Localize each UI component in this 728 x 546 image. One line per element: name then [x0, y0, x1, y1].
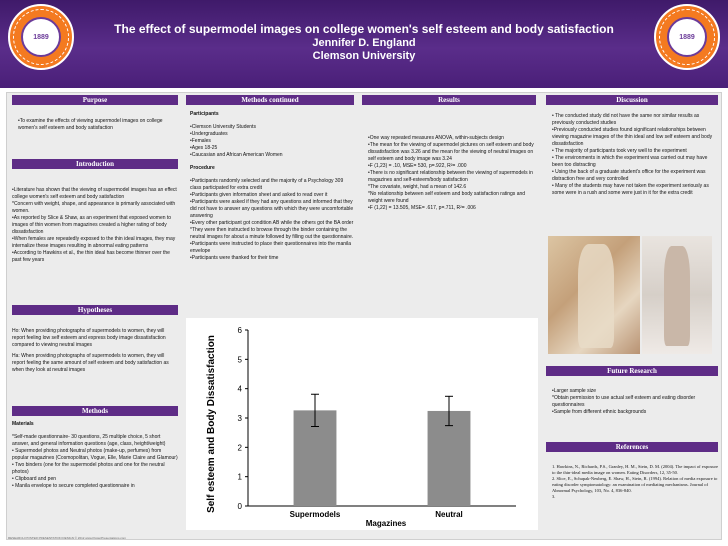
- future-line: •Larger sample size: [552, 388, 596, 394]
- y-tick-label: 1: [238, 473, 243, 482]
- discussion-line: • Many of the students may have not take…: [552, 183, 709, 196]
- materials-label: Materials: [12, 421, 34, 427]
- procedure-line: •Participants were instructed to place t…: [190, 241, 352, 254]
- results-line: •F (1,22) = 13.505, MSE= .617, p=.711, R…: [368, 205, 476, 211]
- reference-line: 2. Slice, E., Schupak-Neuberg, E. Shaw, …: [552, 476, 718, 493]
- methods-line: • Clipboard and pen: [12, 476, 57, 482]
- procedure-line: •Participants randomly selected and the …: [190, 178, 344, 191]
- future-research-text: •Larger sample size *Obtain permission t…: [552, 388, 718, 416]
- methods-line: • Two binders (one for the supermodel ph…: [12, 462, 165, 475]
- discussion-line: • The majority of participants took very…: [552, 148, 687, 154]
- future-line: •Sample from different ethnic background…: [552, 409, 647, 415]
- chart-y-label: Self esteem and Body Dissatisfaction: [206, 335, 217, 513]
- participant-line: •Clemson University Students: [190, 124, 256, 130]
- results-line: *No relationship between self esteem and…: [368, 191, 526, 204]
- results-line: •One way repeated measures ANOVA, within…: [368, 135, 504, 141]
- purpose-text: •To examine the effects of viewing super…: [18, 118, 163, 131]
- methods-heading: Methods: [12, 406, 178, 416]
- footer-credit: RESEARCH POSTER PRESENTATION DESIGN © 20…: [8, 536, 126, 540]
- institution-name: Clemson University: [312, 50, 416, 62]
- reference-line: 3.: [552, 494, 556, 499]
- future-research-heading: Future Research: [546, 366, 718, 376]
- title-banner: 1889 The effect of supermodel images on …: [0, 0, 728, 88]
- methods-continued-heading: Methods continued: [186, 95, 354, 105]
- purpose-heading: Purpose: [12, 95, 178, 105]
- intro-line: •As reported by Slice & Shaw, as an expe…: [12, 215, 172, 235]
- intro-line: •When females are repeatedly exposed to …: [12, 236, 176, 249]
- discussion-line: •Previously conducted studies found sign…: [552, 127, 713, 147]
- results-line: •F (1,23) = .10, MSE= 530, p=.922, R²= .…: [368, 163, 467, 169]
- results-chart-panel: 0 1 2 3 4 5 6 Supermodels Neutral Self esteem an…: [186, 318, 538, 530]
- results-text: •One way repeated measures ANOVA, within…: [368, 135, 536, 212]
- results-line: •There is no significant relationship be…: [368, 170, 533, 183]
- clemson-logo-right: 1889: [654, 4, 720, 70]
- y-tick-label: 4: [238, 385, 243, 394]
- y-tick-label: 2: [238, 443, 243, 452]
- poster-title: The effect of supermodel images on colle…: [114, 22, 614, 36]
- y-tick-label: 3: [238, 414, 243, 423]
- y-tick-label: 0: [238, 502, 243, 511]
- procedure-line: •Participants were asked if they had any…: [190, 199, 354, 219]
- discussion-line: • The conducted study did not have the s…: [552, 113, 700, 126]
- procedure-label: Procedure: [190, 165, 215, 171]
- intro-line: •Literature has shown that the viewing o…: [12, 187, 177, 200]
- hypotheses-text: Ho: When providing photographs of superm…: [12, 328, 178, 374]
- participant-line: •Females: [190, 138, 211, 144]
- participant-line: •Undergraduates: [190, 131, 228, 137]
- discussion-text: • The conducted study did not have the s…: [552, 113, 718, 197]
- results-line: *The covariate, weight, had a mean of 14…: [368, 184, 467, 190]
- x-tick-label: Neutral: [435, 510, 463, 519]
- discussion-line: • The environments in which the experime…: [552, 155, 708, 168]
- procedure-line: •Every other participant got condition A…: [190, 220, 354, 226]
- procedure-line: •Participants given information sheet an…: [190, 192, 328, 198]
- references-text: 1. Hawkins, N., Richards, P.S., Granley,…: [552, 464, 718, 500]
- references-heading: References: [546, 442, 718, 452]
- procedure-line: *They were then instructed to browse thr…: [190, 227, 354, 240]
- clemson-logo-left: 1889: [8, 4, 74, 70]
- bar: [427, 410, 471, 506]
- reference-line: 1. Hawkins, N., Richards, P.S., Granley,…: [552, 464, 718, 475]
- results-heading: Results: [362, 95, 536, 105]
- chart-x-label: Magazines: [366, 519, 407, 528]
- hypothesis-alt: Ha: When providing photographs of superm…: [12, 353, 169, 373]
- discussion-heading: Discussion: [546, 95, 718, 105]
- y-tick-label: 5: [238, 355, 243, 364]
- discussion-line: • Using the back of a graduate student's…: [552, 169, 706, 182]
- methods-line: *Self-made questionnaire- 30 questions, …: [12, 434, 166, 447]
- introduction-heading: Introduction: [12, 159, 178, 169]
- hypothesis-null: Ho: When providing photographs of superm…: [12, 328, 166, 348]
- intro-line: •According to Hawkins et al., the thin i…: [12, 250, 170, 263]
- methods-line: • Supermodel photos and Neutral photos (…: [12, 448, 178, 461]
- hypotheses-heading: Hypotheses: [12, 305, 178, 315]
- supermodel-photo-1: [548, 236, 640, 354]
- intro-line: *Concern with weight, shape, and appeara…: [12, 201, 176, 214]
- methods-text: Materials *Self-made questionnaire- 30 q…: [12, 421, 178, 490]
- participant-line: •Ages 18-25: [190, 145, 218, 151]
- methods-continued-text: Participants •Clemson University Student…: [190, 111, 354, 262]
- participant-line: •Caucasian and African American Women: [190, 152, 283, 158]
- future-line: *Obtain permission to use actual self es…: [552, 395, 696, 408]
- results-line: •The mean for the viewing of supermodel …: [368, 142, 534, 162]
- supermodel-photo-2: [642, 236, 712, 354]
- procedure-line: •Participants were thanked for their tim…: [190, 255, 279, 261]
- bar-chart: 0 1 2 3 4 5 6 Supermodels Neutral Self esteem an…: [206, 326, 516, 528]
- participants-label: Participants: [190, 111, 219, 117]
- author-name: Jennifer D. England: [312, 37, 416, 49]
- x-tick-label: Supermodels: [290, 510, 341, 519]
- methods-line: • Manila envelope to secure completed qu…: [12, 483, 135, 489]
- y-tick-label: 6: [238, 326, 243, 335]
- introduction-text: •Literature has shown that the viewing o…: [12, 187, 178, 264]
- title-block: The effect of supermodel images on colle…: [80, 22, 648, 62]
